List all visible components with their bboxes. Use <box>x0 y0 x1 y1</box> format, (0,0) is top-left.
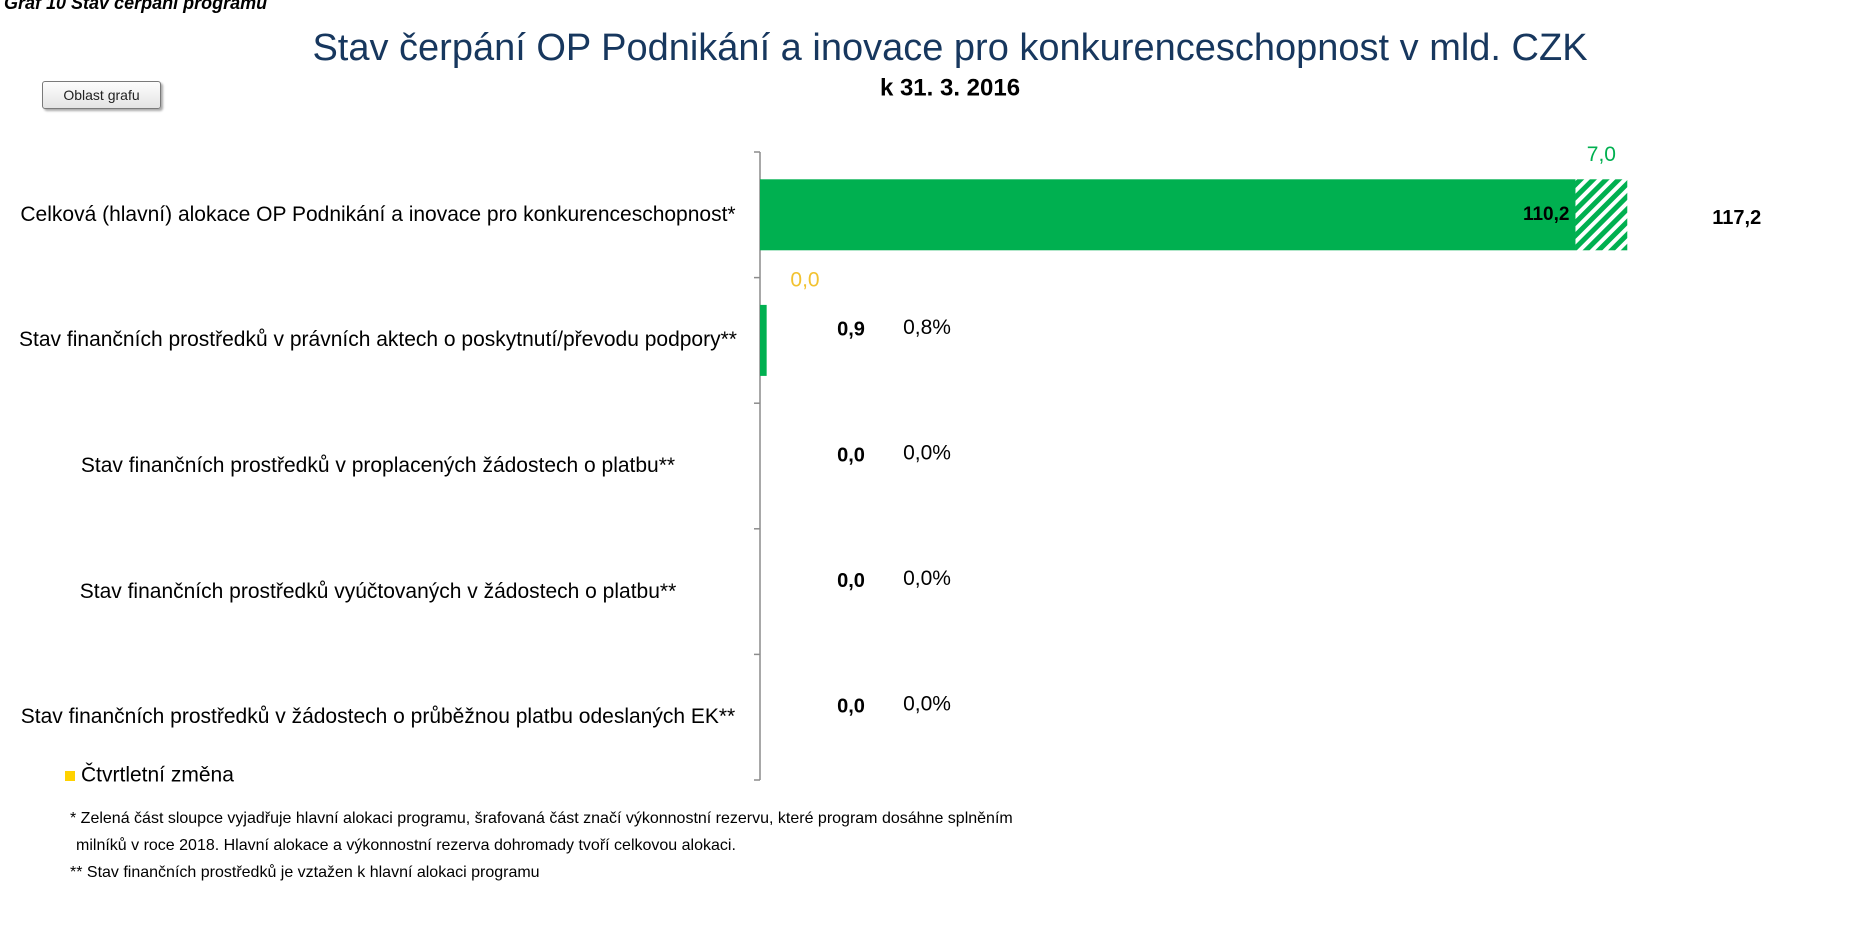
footnote: * Zelená část sloupce vyjadřuje hlavní a… <box>70 810 1013 827</box>
bar-segment <box>1575 179 1628 251</box>
chart-area-button[interactable]: Oblast grafu <box>42 81 161 109</box>
category-label: Celková (hlavní) alokace OP Podnikání a … <box>20 202 736 226</box>
caption: Graf 10 Stav čerpání programu <box>4 0 267 13</box>
percent-label: 0,0% <box>903 567 951 590</box>
bar-segment <box>760 179 1576 251</box>
category-label: Stav finančních prostředků v právních ak… <box>19 328 737 352</box>
percent-label: 0,0% <box>903 442 951 465</box>
value-label: 0,0 <box>837 444 865 466</box>
value-label: 0,0 <box>790 268 819 291</box>
footnote: ** Stav finančních prostředků je vztažen… <box>70 863 540 881</box>
bar-segment <box>760 304 767 376</box>
chart-title: Stav čerpání OP Podnikání a inovace pro … <box>312 27 1587 69</box>
legend-label: Čtvrtletní změna <box>81 764 234 787</box>
value-label: 7,0 <box>1587 143 1616 166</box>
total-label: 117,2 <box>1712 207 1761 229</box>
footnote: milníků v roce 2018. Hlavní alokace a vý… <box>76 836 736 854</box>
value-label: 0,9 <box>837 319 865 341</box>
category-label: Stav finančních prostředků vyúčtovaných … <box>79 579 677 603</box>
chart-subtitle: k 31. 3. 2016 <box>880 74 1020 101</box>
category-label: Stav finančních prostředků v žádostech o… <box>20 705 736 729</box>
percent-label: 0,0% <box>903 693 951 716</box>
percent-label: 0,8% <box>903 316 951 339</box>
value-label: 110,2 <box>1523 204 1570 225</box>
legend-swatch <box>65 771 75 781</box>
value-label: 0,0 <box>837 570 865 592</box>
category-label: Stav finančních prostředků v proplacenýc… <box>80 454 676 477</box>
value-label: 0,0 <box>837 695 865 717</box>
